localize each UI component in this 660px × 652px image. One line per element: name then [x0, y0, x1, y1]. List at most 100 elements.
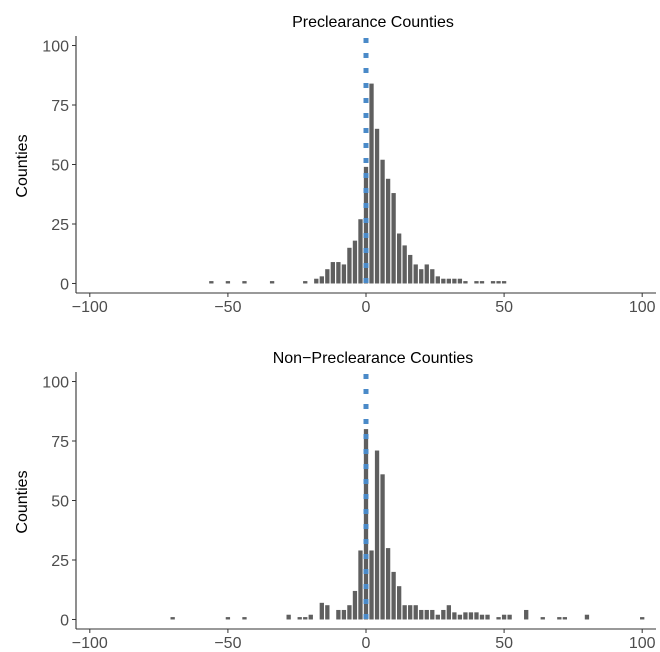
bar [441, 609, 446, 620]
bar [341, 264, 347, 284]
y-tick-label: 0 [60, 276, 69, 293]
bar [380, 159, 385, 284]
bar [408, 254, 413, 284]
bar [303, 617, 308, 620]
y-tick-label: 75 [51, 98, 69, 115]
bar [374, 128, 380, 284]
bar [463, 281, 468, 284]
bar [347, 247, 352, 284]
bar [557, 617, 562, 620]
y-tick-label: 50 [51, 494, 69, 511]
bar [430, 609, 435, 620]
bar [319, 276, 324, 284]
bar [385, 548, 391, 620]
bar [446, 278, 452, 284]
bar [341, 609, 347, 620]
x-tick-label: −50 [214, 635, 241, 652]
bar [297, 617, 302, 620]
bar [352, 240, 358, 284]
x-tick-label: 0 [362, 299, 371, 316]
x-tick-label: 100 [629, 635, 656, 652]
bar [352, 590, 358, 620]
bar [369, 550, 374, 620]
y-tick-label: 0 [60, 612, 69, 629]
bar [507, 614, 512, 620]
y-axis-label: Counties [14, 134, 31, 197]
bar-series [209, 83, 507, 284]
x-tick-label: 50 [495, 299, 513, 316]
bar [463, 612, 468, 620]
bar [363, 166, 369, 284]
bar [419, 609, 424, 620]
bar [413, 264, 418, 284]
bar [380, 474, 385, 620]
bar [452, 612, 457, 620]
bar [242, 617, 247, 620]
bar [435, 614, 440, 620]
bar [540, 617, 545, 620]
bar [562, 617, 568, 620]
bar [385, 178, 391, 284]
bar [358, 219, 363, 284]
bar [501, 614, 507, 620]
bar [170, 617, 175, 620]
bar [584, 614, 590, 620]
bar [402, 605, 407, 620]
bar [479, 281, 485, 284]
bar [347, 605, 352, 620]
bar [303, 281, 308, 284]
bar [479, 614, 485, 620]
x-tick-label: 100 [629, 299, 656, 316]
chart-title: Non−Preclearance Counties [273, 350, 474, 367]
bar [330, 262, 336, 284]
bar [424, 609, 429, 620]
bar [419, 269, 424, 284]
y-tick-label: 25 [51, 217, 69, 234]
bar [640, 617, 645, 620]
bar [430, 269, 435, 284]
bar [496, 281, 501, 284]
x-tick-label: −50 [214, 299, 241, 316]
bar [336, 609, 341, 620]
bar [319, 602, 324, 620]
x-tick-label: −100 [72, 635, 108, 652]
panel-non-preclearance: Non−Preclearance Counties Counties 0 25 50… [14, 350, 656, 652]
bar [391, 571, 396, 620]
bar [474, 612, 479, 620]
bar [424, 264, 429, 284]
bar [501, 281, 507, 284]
bar [225, 281, 231, 284]
bar [490, 281, 496, 284]
bar [396, 233, 402, 284]
bar [391, 193, 396, 284]
bar [485, 614, 490, 620]
axes: 0 25 50 75 100 −100 −50 0 50 100 [42, 36, 656, 316]
axes: 0 25 50 75 100 −100 −50 0 50 100 [42, 372, 656, 652]
bar [374, 450, 380, 620]
chart-title: Preclearance Counties [292, 14, 454, 31]
bar [457, 614, 463, 620]
bar [435, 276, 440, 284]
bar [446, 605, 452, 620]
bar [242, 281, 247, 284]
bar [325, 605, 330, 620]
y-tick-label: 75 [51, 434, 69, 451]
y-tick-label: 25 [51, 553, 69, 570]
bar [402, 245, 407, 284]
bar [269, 281, 275, 284]
bar [209, 281, 214, 284]
bar [441, 278, 446, 284]
bar [452, 278, 457, 284]
bar [396, 586, 402, 620]
bar [457, 278, 463, 284]
bar [325, 269, 330, 284]
bar-series [170, 429, 645, 620]
bar [336, 262, 341, 284]
x-tick-label: 50 [495, 635, 513, 652]
y-tick-label: 100 [42, 39, 69, 56]
bar [413, 605, 418, 620]
panel-preclearance: Preclearance Counties Counties 0 25 50 75 10… [14, 14, 656, 316]
bar [496, 617, 501, 620]
y-tick-label: 50 [51, 158, 69, 175]
bar [314, 278, 319, 284]
